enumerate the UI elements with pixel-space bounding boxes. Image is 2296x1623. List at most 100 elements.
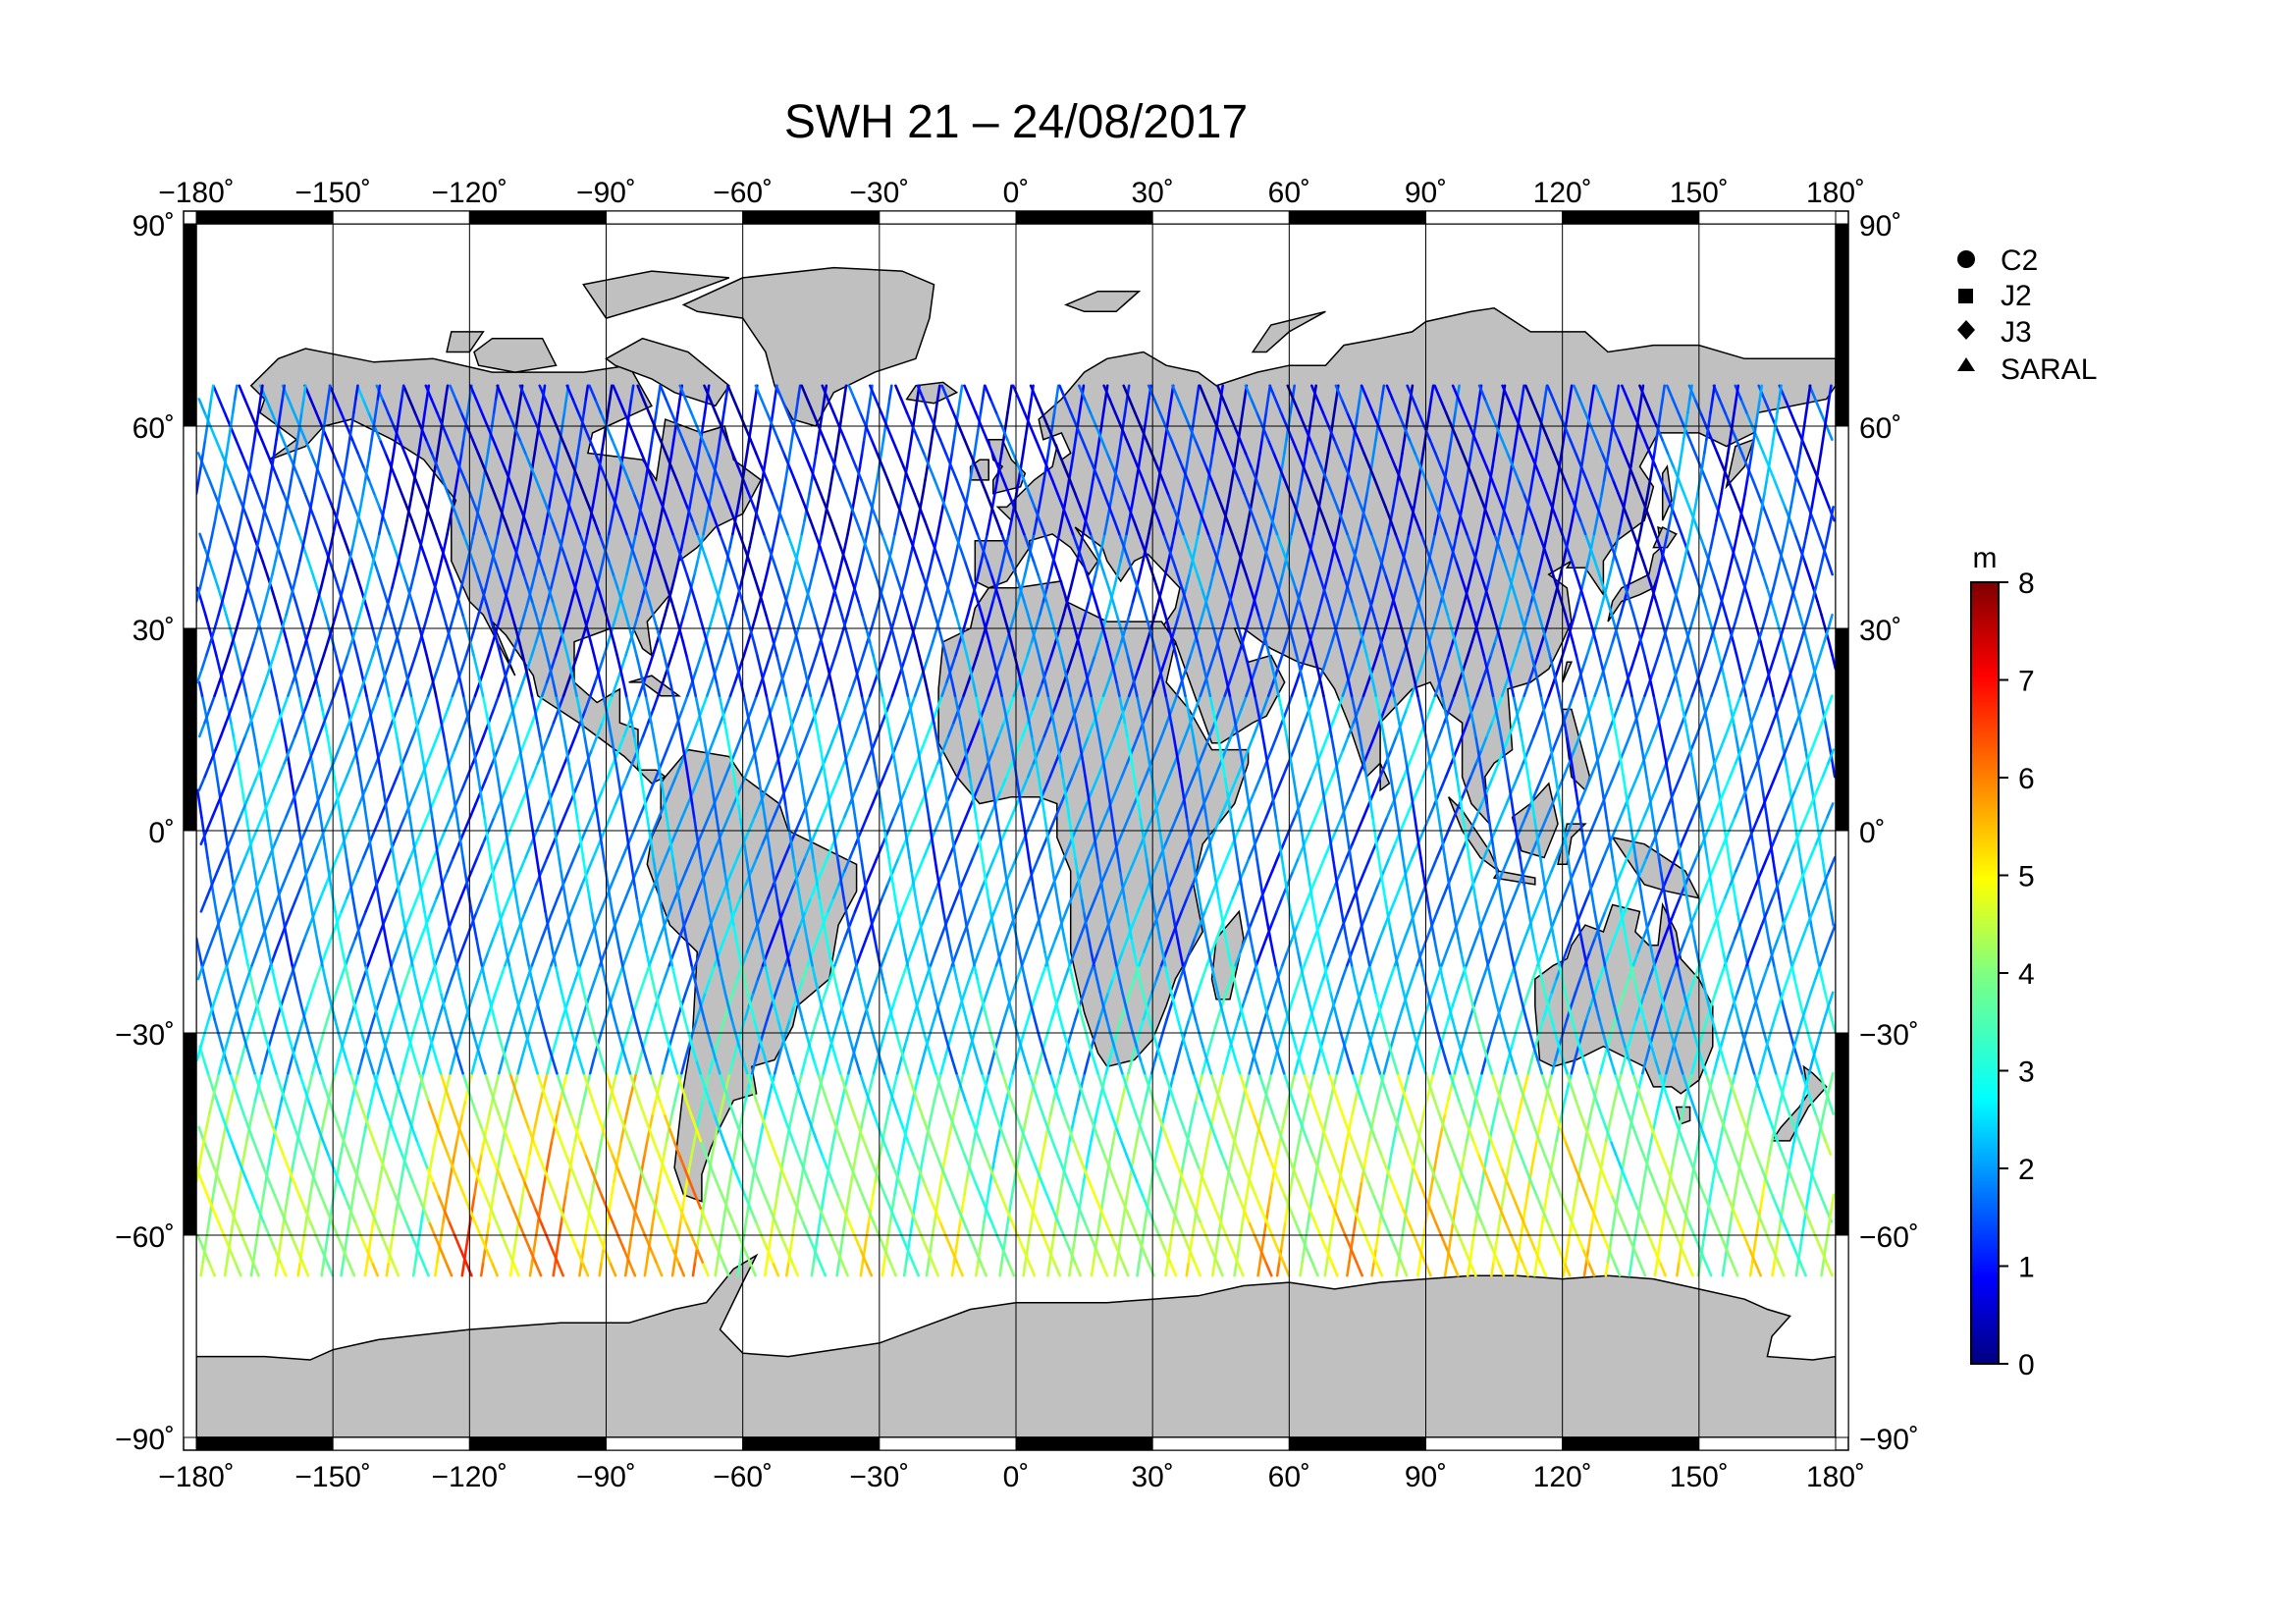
track-segment (1687, 640, 1694, 657)
track-segment (496, 734, 505, 751)
track-segment (808, 950, 814, 967)
track-segment (371, 694, 380, 711)
track-segment (377, 572, 385, 590)
track-segment (830, 963, 836, 981)
track-segment (1830, 910, 1835, 927)
track-segment (955, 1261, 964, 1277)
track-segment (980, 626, 988, 644)
track-segment (1801, 734, 1807, 751)
track-segment (671, 1018, 679, 1035)
track-segment (613, 923, 619, 941)
track-segment (836, 600, 843, 617)
track-segment (1784, 398, 1792, 414)
track-segment (468, 802, 478, 819)
track-segment (774, 1220, 782, 1237)
track-segment (297, 1018, 305, 1035)
track-segment (745, 613, 752, 630)
track-segment (1017, 1139, 1024, 1156)
track-segment (562, 734, 568, 751)
track-segment (652, 856, 657, 873)
track-segment (826, 842, 835, 859)
track-segment (502, 721, 510, 738)
track-segment (886, 1099, 893, 1115)
track-segment (774, 384, 783, 401)
track-segment (837, 869, 843, 887)
track-segment (354, 572, 362, 590)
track-segment (411, 1018, 419, 1035)
track-segment (857, 1125, 866, 1143)
track-segment (267, 1179, 277, 1197)
track-segment (374, 1220, 383, 1237)
track-segment (589, 977, 597, 995)
track-segment (690, 721, 699, 738)
track-segment (892, 734, 902, 751)
track-segment (1714, 640, 1721, 657)
track-segment (454, 398, 463, 414)
track-segment (447, 438, 455, 455)
track-segment (453, 1233, 462, 1250)
track-segment (533, 708, 539, 725)
track-segment (403, 1045, 411, 1061)
track-segment (684, 856, 693, 873)
track-segment (314, 1058, 322, 1075)
track-segment (947, 1112, 956, 1129)
track-segment (436, 977, 443, 995)
track-segment (351, 896, 357, 913)
track-segment (598, 559, 605, 576)
track-segment (279, 1004, 286, 1021)
track-segment (1756, 438, 1765, 455)
track-segment (1022, 438, 1027, 455)
track-segment (1194, 532, 1200, 549)
track-segment (1816, 600, 1823, 617)
track-segment (259, 1193, 265, 1210)
track-segment (561, 438, 569, 455)
track-segment (451, 680, 459, 698)
track-segment (370, 856, 376, 873)
track-segment (341, 532, 349, 549)
track-segment (645, 464, 654, 482)
track-segment (430, 815, 436, 833)
track-segment (894, 600, 901, 617)
track-segment (283, 923, 289, 941)
track-segment (934, 1153, 943, 1169)
track-segment (564, 1099, 572, 1115)
track-segment (1724, 680, 1730, 698)
track-segment (982, 694, 990, 711)
track-segment (945, 963, 954, 981)
track-segment (883, 829, 888, 846)
track-segment (223, 410, 232, 428)
track-segment (1046, 438, 1052, 455)
track-segment (962, 613, 970, 630)
track-segment (752, 1018, 760, 1035)
track-segment (463, 869, 469, 887)
track-segment (905, 1112, 912, 1129)
track-segment (623, 1261, 629, 1277)
track-segment (219, 802, 225, 819)
track-segment (457, 464, 466, 482)
track-segment (1137, 654, 1145, 671)
track-segment (726, 1004, 733, 1021)
track-segment (480, 586, 488, 603)
track-segment (922, 1031, 930, 1048)
track-segment (732, 923, 738, 941)
track-segment (1089, 478, 1095, 496)
track-segment (633, 883, 639, 900)
track-segment (1090, 1031, 1097, 1048)
track-segment (448, 1166, 454, 1183)
track-segment (312, 775, 318, 792)
track-segment (764, 1125, 773, 1143)
track-segment (863, 1085, 871, 1102)
track-segment (459, 842, 464, 859)
track-segment (655, 398, 660, 414)
track-segment (294, 883, 303, 900)
track-segment (815, 438, 820, 455)
track-segment (270, 586, 278, 603)
track-segment (1117, 438, 1123, 455)
track-segment (557, 977, 563, 995)
track-segment (791, 708, 799, 725)
track-segment (391, 1261, 400, 1277)
track-segment (972, 721, 981, 738)
track-segment (533, 1112, 540, 1129)
track-segment (501, 398, 510, 414)
track-segment (724, 1071, 731, 1089)
